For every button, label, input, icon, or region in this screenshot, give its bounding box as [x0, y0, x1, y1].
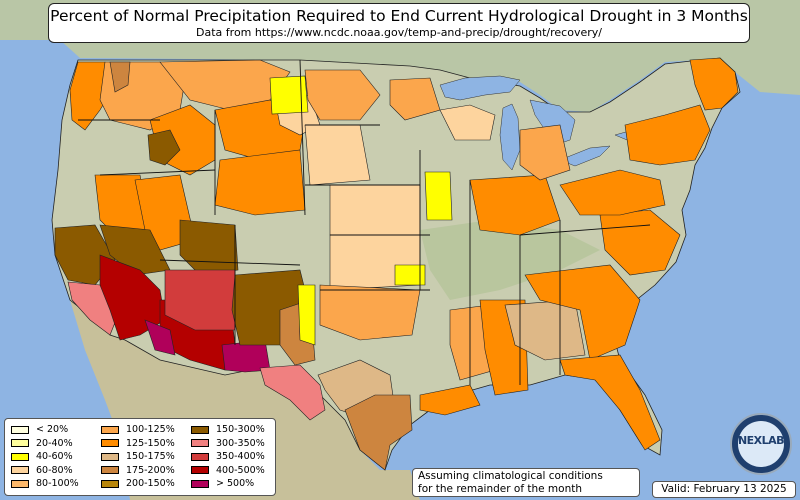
legend-item: > 500% — [191, 477, 265, 491]
legend-label: 200-150% — [126, 478, 175, 490]
legend-swatch — [11, 452, 29, 461]
legend-label: 100-125% — [126, 424, 175, 436]
logo-text: NEXLAB — [737, 434, 785, 447]
legend-swatch — [191, 479, 209, 488]
drought-regions — [54, 57, 739, 471]
legend-item: 150-175% — [101, 450, 175, 464]
green-relief-east — [420, 220, 600, 300]
legend-item: < 20% — [11, 423, 79, 437]
legend-swatch — [101, 466, 119, 475]
lake-erie — [559, 145, 611, 167]
legend-label: > 500% — [216, 478, 255, 490]
legend-label: 20-40% — [36, 437, 73, 449]
legend-item: 300-350% — [191, 437, 265, 451]
legend-swatch — [191, 452, 209, 461]
nexlab-logo: NEXLAB — [730, 413, 792, 475]
legend-item: 20-40% — [11, 437, 79, 451]
logo-globe — [738, 421, 784, 467]
legend-item: 400-500% — [191, 464, 265, 478]
lake-superior — [439, 75, 521, 101]
legend-label: 40-60% — [36, 451, 73, 463]
legend-swatch — [101, 425, 119, 434]
note-line-2: for the remainder of the month — [418, 483, 583, 495]
legend-label: 300-350% — [216, 437, 265, 449]
legend-column-2: 100-125% 125-150% 150-175% 175-200% 200-… — [101, 423, 175, 491]
legend-column-3: 150-300% 300-350% 350-400% 400-500% > 50… — [191, 423, 265, 491]
legend-column-1: < 20% 20-40% 40-60% 60-80% 80-100% — [11, 423, 79, 491]
legend-label: 60-80% — [36, 464, 73, 476]
legend-label: 350-400% — [216, 451, 265, 463]
legend-label: 125-150% — [126, 437, 175, 449]
legend-label: < 20% — [36, 424, 69, 436]
legend-label: 175-200% — [126, 464, 175, 476]
valid-date: Valid: February 13 2025 — [652, 481, 796, 498]
map-subtitle: Data from https://www.ncdc.noaa.gov/temp… — [196, 26, 602, 39]
legend-swatch — [191, 425, 209, 434]
legend: < 20% 20-40% 40-60% 60-80% 80-100% 100-1… — [4, 418, 276, 496]
legend-swatch — [101, 439, 119, 448]
legend-item: 350-400% — [191, 450, 265, 464]
legend-item: 80-100% — [11, 477, 79, 491]
legend-label: 400-500% — [216, 464, 265, 476]
state-borders — [78, 59, 651, 385]
legend-swatch — [11, 425, 29, 434]
legend-swatch — [101, 479, 119, 488]
legend-label: 150-300% — [216, 424, 265, 436]
legend-item: 60-80% — [11, 464, 79, 478]
note-line-1: Assuming climatological conditions — [418, 470, 603, 482]
title-box: Percent of Normal Precipitation Required… — [48, 3, 750, 43]
lake-michigan — [499, 103, 521, 171]
legend-swatch — [11, 479, 29, 488]
legend-item: 40-60% — [11, 450, 79, 464]
legend-swatch — [191, 439, 209, 448]
assumption-note: Assuming climatological conditions for t… — [412, 468, 640, 497]
legend-label: 150-175% — [126, 451, 175, 463]
legend-item: 150-300% — [191, 423, 265, 437]
legend-swatch — [101, 452, 119, 461]
legend-item: 200-150% — [101, 477, 175, 491]
legend-item: 175-200% — [101, 464, 175, 478]
legend-label: 80-100% — [36, 478, 79, 490]
legend-swatch — [11, 466, 29, 475]
legend-item: 100-125% — [101, 423, 175, 437]
legend-swatch — [11, 439, 29, 448]
map-title: Percent of Normal Precipitation Required… — [50, 7, 748, 25]
legend-swatch — [191, 466, 209, 475]
legend-item: 125-150% — [101, 437, 175, 451]
